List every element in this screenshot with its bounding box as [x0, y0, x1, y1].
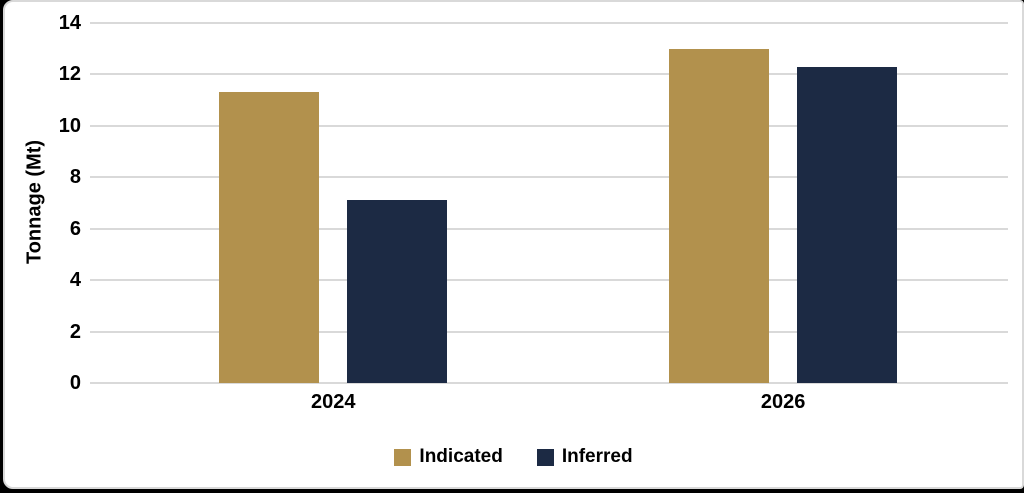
x-axis-label-2024: 2024 — [311, 391, 356, 413]
legend-item-inferred: Inferred — [536, 446, 633, 468]
legend-swatch-inferred-icon — [536, 448, 554, 466]
bar-inferred-2024 — [347, 200, 448, 383]
legend-label-inferred: Inferred — [561, 446, 633, 467]
gridline-6 — [90, 227, 1008, 230]
gridline-14 — [90, 22, 1008, 24]
plot-area — [90, 22, 1008, 384]
y-tick-label-14: 14 — [58, 12, 81, 34]
x-axis-labels: 2024 2026 — [90, 391, 1008, 421]
gridline-10 — [90, 124, 1008, 127]
y-tick-label-4: 4 — [69, 269, 81, 292]
legend-label-indicated: Indicated — [419, 446, 503, 467]
y-axis-tick-labels: 0 2 4 6 8 10 12 14 — [5, 12, 81, 394]
y-tick-label-0: 0 — [69, 372, 81, 394]
bar-inferred-2026 — [797, 66, 898, 383]
y-tick-label-12: 12 — [58, 63, 81, 86]
gridline-12 — [90, 73, 1008, 76]
gridline-8 — [90, 176, 1008, 179]
bar-group-2026 — [669, 23, 898, 383]
legend-swatch-indicated-icon — [394, 448, 412, 466]
bar-group-2024 — [219, 23, 448, 383]
legend-item-indicated: Indicated — [394, 446, 503, 468]
y-tick-label-10: 10 — [58, 114, 81, 137]
bar-indicated-2024 — [219, 92, 320, 383]
chart-legend: Indicated Inferred — [5, 446, 1022, 468]
y-tick-label-2: 2 — [69, 320, 81, 343]
gridline-0 — [90, 382, 1008, 384]
y-tick-label-8: 8 — [69, 166, 81, 189]
y-tick-label-6: 6 — [69, 217, 81, 240]
gridline-4 — [90, 279, 1008, 282]
x-axis-label-2026: 2026 — [760, 391, 806, 413]
gridline-2 — [90, 330, 1008, 333]
chart-frame: Tonnage (Mt) 0 2 4 6 8 10 12 14 2024 2026 Indica… — [3, 0, 1024, 489]
bar-indicated-2026 — [669, 48, 770, 383]
